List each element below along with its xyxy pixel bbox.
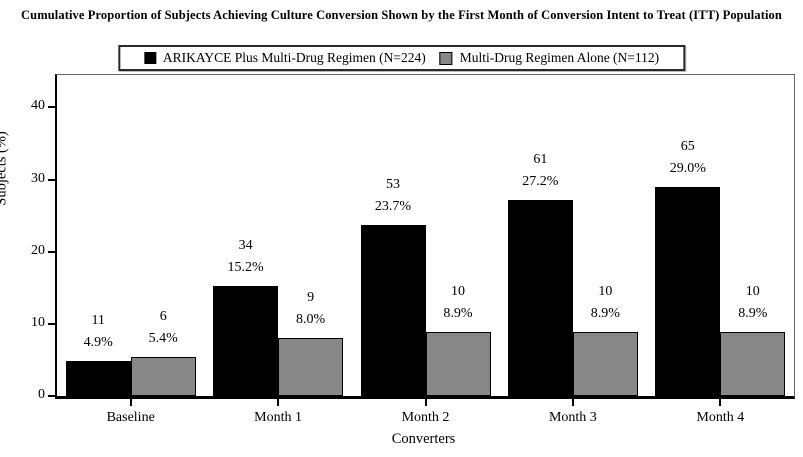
bar-arikayce-0 [65, 360, 131, 396]
bar-label-mdr-alone-4: 10 8.9% [698, 281, 803, 325]
x-tick-label-2: Month 2 [401, 410, 450, 425]
bar-label-arikayce-3: 61 27.2% [485, 149, 595, 193]
y-tick-label-20: 20 [31, 242, 45, 258]
bar-percent-label: 29.0% [669, 160, 706, 176]
bar-mdr-alone-1 [278, 338, 344, 396]
y-tick-0 [48, 395, 56, 397]
plot-area: 0 10 20 30 40 Baseline Month 1 Month 2 Month 3 Mo… [31, 74, 795, 425]
x-tick-3 [571, 396, 574, 406]
x-tick-label-4: Month 4 [696, 410, 745, 425]
bar-mdr-alone-4 [720, 331, 786, 396]
bar-percent-label: 4.9% [83, 334, 113, 350]
bar-mdr-alone-0 [130, 357, 196, 396]
x-tick-0 [129, 396, 132, 406]
bar-arikayce-3 [507, 199, 573, 396]
bar-count-label: 10 [598, 283, 613, 299]
x-tick-2 [424, 396, 427, 406]
y-tick-20 [48, 250, 56, 253]
legend-label-arikayce: ARIKAYCE Plus Multi-Drug Regimen (N=224) [162, 50, 426, 65]
y-tick-label-40: 40 [31, 98, 45, 114]
bar-arikayce-4 [655, 186, 721, 396]
legend-swatch-gray-icon [439, 51, 453, 65]
x-tick-label-1: Month 1 [254, 410, 303, 425]
bar-arikayce-2 [360, 225, 426, 396]
chart-title: Cumulative Proportion of Subjects Achiev… [21, 8, 782, 22]
bar-label-mdr-alone-2: 10 8.9% [403, 281, 513, 325]
legend-label-mdr-alone: Multi-Drug Regimen Alone (N=112) [459, 50, 660, 65]
x-tick-label-3: Month 3 [548, 410, 597, 425]
y-axis-title: Subjects (%) [0, 131, 10, 206]
bar-percent-label: 8.9% [738, 305, 768, 321]
legend: ARIKAYCE Plus Multi-Drug Regimen (N=224)… [117, 45, 686, 71]
x-tick-4 [719, 396, 722, 406]
bar-percent-label: 8.9% [590, 305, 620, 321]
bar-percent-label: 15.2% [227, 260, 264, 276]
bar-count-label: 65 [680, 138, 695, 154]
bar-count-label: 10 [451, 283, 465, 299]
bar-count-label: 34 [238, 238, 253, 254]
bar-count-label: 10 [745, 283, 760, 299]
legend-item-arikayce: ARIKAYCE Plus Multi-Drug Regimen (N=224) [143, 50, 426, 66]
bar-label-mdr-alone-1: 9 8.0% [256, 287, 366, 331]
legend-item-mdr-alone: Multi-Drug Regimen Alone (N=112) [439, 50, 660, 66]
bar-percent-label: 8.0% [296, 312, 326, 328]
y-tick-label-30: 30 [31, 170, 45, 186]
bar-count-label: 61 [533, 151, 548, 167]
y-tick-40 [48, 106, 56, 109]
bar-arikayce-1 [213, 286, 279, 396]
bar-mdr-alone-2 [425, 331, 491, 396]
bar-percent-label: 23.7% [374, 199, 412, 215]
legend-swatch-black-icon [143, 52, 156, 64]
bar-count-label: 9 [307, 290, 315, 306]
bar-label-arikayce-4: 65 29.0% [633, 136, 743, 180]
bar-label-arikayce-1: 34 15.2% [191, 235, 301, 279]
x-tick-1 [277, 396, 280, 406]
bar-label-mdr-alone-0: 6 5.4% [108, 306, 218, 350]
bar-percent-label: 5.4% [148, 331, 178, 347]
y-tick-10 [48, 322, 56, 325]
bar-mdr-alone-3 [572, 331, 638, 396]
x-tick-label-0: Baseline [106, 410, 155, 425]
y-tick-label-10: 10 [31, 314, 45, 330]
bar-count-label: 6 [159, 309, 167, 325]
bar-percent-label: 27.2% [522, 173, 559, 189]
bar-count-label: 53 [386, 177, 400, 193]
bar-count-label: 11 [91, 312, 105, 328]
y-tick-label-0: 0 [38, 387, 45, 402]
bar-label-arikayce-0: 11 4.9% [43, 310, 153, 354]
x-axis-title: Converters [391, 431, 456, 447]
y-tick-30 [48, 178, 56, 181]
bar-label-mdr-alone-3: 10 8.9% [550, 281, 660, 325]
bar-label-arikayce-2: 53 23.7% [338, 174, 448, 218]
bar-percent-label: 8.9% [443, 305, 473, 321]
